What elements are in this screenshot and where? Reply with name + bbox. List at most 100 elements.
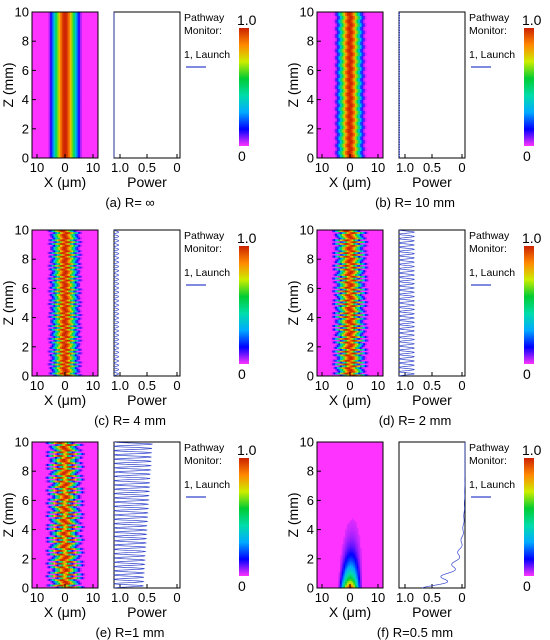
field-cell (354, 70, 357, 73)
field-cell (63, 119, 66, 122)
field-cell (363, 13, 366, 16)
field-cell (51, 354, 54, 357)
field-cell (356, 117, 359, 120)
field-cell (358, 37, 361, 40)
field-cell (359, 152, 362, 155)
field-cell (341, 35, 344, 38)
field-cell (351, 352, 354, 355)
field-cell (348, 26, 351, 29)
field-cell (63, 106, 66, 110)
field-cell (348, 75, 351, 79)
field-cell (48, 50, 51, 53)
field-cell (71, 255, 74, 258)
field-cell (338, 19, 341, 22)
field-cell (73, 348, 76, 351)
field-cell (60, 366, 62, 370)
field-cell (48, 103, 51, 106)
field-cell (66, 308, 69, 311)
field-cell (58, 290, 61, 293)
field-cell (79, 330, 82, 333)
field-cell (58, 46, 61, 49)
field-cell (51, 328, 54, 331)
field-cell (71, 101, 74, 104)
field-cell (51, 156, 54, 158)
field-cell (356, 44, 359, 47)
field-cell (65, 117, 67, 120)
field-cell (340, 112, 343, 115)
field-cell (61, 137, 64, 141)
field-cell (366, 374, 369, 376)
field-cell (350, 137, 352, 141)
x-tick-label: 0 (61, 160, 68, 175)
field-cell (348, 101, 351, 104)
field-cell (361, 26, 364, 29)
field-cell (61, 41, 64, 44)
field-cell (63, 266, 66, 269)
field-cell (353, 126, 356, 130)
field-cell (61, 126, 64, 130)
field-cell (51, 312, 54, 315)
field-cell (338, 350, 341, 353)
field-cell (68, 117, 71, 120)
field-cell (51, 355, 54, 359)
field-cell (363, 79, 366, 82)
field-cell (56, 284, 59, 287)
field-cell (79, 13, 82, 16)
field-cell (348, 355, 351, 359)
field-cell (66, 277, 69, 280)
field-cell (356, 99, 359, 102)
field-cell (336, 357, 339, 360)
field-cell (56, 50, 59, 53)
field-cell (60, 253, 62, 256)
field-cell (335, 355, 338, 359)
field-cell (341, 372, 344, 375)
field-cell (66, 92, 69, 95)
field-cell (74, 125, 77, 128)
field-cell (74, 341, 77, 344)
field-cell (354, 148, 357, 152)
field-cell (364, 141, 367, 144)
field-cell (65, 70, 67, 73)
field-cell (55, 326, 58, 329)
field-cell (68, 81, 71, 84)
field-cell (63, 105, 66, 108)
field-cell (71, 15, 74, 18)
field-cell (58, 22, 61, 26)
field-cell (48, 92, 51, 95)
field-cell (350, 63, 352, 66)
field-cell (340, 350, 343, 353)
field-cell (58, 240, 61, 244)
field-cell (353, 137, 356, 141)
field-cell (73, 13, 76, 16)
field-cell (61, 85, 64, 88)
field-cell (68, 361, 71, 364)
field-cell (356, 119, 359, 122)
field-cell (63, 251, 66, 255)
field-cell (336, 156, 339, 158)
field-cell (69, 374, 72, 376)
field-cell (68, 266, 71, 269)
field-cell (60, 290, 62, 293)
field-cell (63, 41, 66, 44)
field-cell (76, 315, 79, 318)
field-cell (53, 88, 56, 91)
y-tick-label: 4 (22, 92, 29, 107)
field-cell (335, 17, 338, 20)
field-cell (343, 101, 346, 104)
field-cell (333, 350, 336, 353)
field-cell (56, 136, 59, 139)
field-cell (348, 145, 351, 148)
field-cell (335, 94, 338, 97)
field-cell (333, 130, 336, 133)
field-cell (68, 19, 71, 22)
x-axis-label: X (μm) (44, 392, 86, 408)
field-cell (71, 41, 74, 44)
field-cell (66, 148, 69, 152)
field-cell (50, 53, 53, 57)
field-cell (363, 37, 366, 40)
field-cell (74, 365, 77, 368)
field-cell (56, 361, 59, 364)
field-cell (65, 77, 67, 80)
field-cell (61, 361, 64, 364)
field-cell (71, 273, 74, 276)
